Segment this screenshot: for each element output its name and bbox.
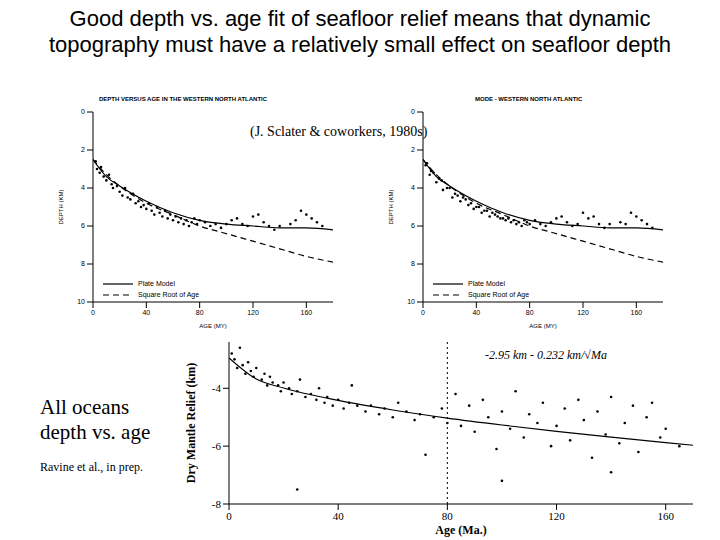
svg-text:6: 6: [411, 222, 415, 229]
svg-text:120: 120: [548, 510, 565, 522]
svg-text:Dry Mantle Relief (km): Dry Mantle Relief (km): [185, 363, 198, 483]
html-text:-2.95 km - 0.232 km/√Ma: -2.95 km - 0.232 km/√Ma: [485, 348, 607, 362]
html-text:MODE - WESTERN NORTH ATLANTIC: MODE - WESTERN NORTH ATLANTIC: [475, 96, 583, 102]
svg-text:80: 80: [526, 309, 534, 316]
svg-text:0: 0: [91, 309, 95, 316]
svg-text:120: 120: [247, 309, 259, 316]
svg-text:-6: -6: [212, 440, 222, 452]
svg-text:160: 160: [657, 510, 674, 522]
svg-text:160: 160: [300, 309, 312, 316]
html-text:Good depth vs. age fit of seaf: Good depth vs. age fit of seafloor relie…: [49, 6, 671, 57]
svg-text:AGE (MY): AGE (MY): [529, 323, 556, 329]
svg-text:-8: -8: [212, 498, 222, 510]
svg-text:80: 80: [196, 309, 204, 316]
html-text:DEPTH VERSUS AGE IN THE WESTER: DEPTH VERSUS AGE IN THE WESTERN NORTH AT…: [99, 96, 268, 102]
svg-text:40: 40: [142, 309, 150, 316]
svg-text:80: 80: [442, 510, 454, 522]
svg-text:8: 8: [411, 260, 415, 267]
html-text:(J. Sclater & coworkers, 1980s: (J. Sclater & coworkers, 1980s): [250, 124, 428, 139]
html-text:All oceans depth vs. age: All oceans depth vs. age: [40, 395, 151, 444]
svg-text:4: 4: [411, 184, 415, 191]
html-text:Square Root of Age: Square Root of Age: [468, 291, 530, 298]
svg-text:0: 0: [226, 510, 232, 522]
svg-text:120: 120: [577, 309, 589, 316]
html-text:Ravine et al., in prep.: Ravine et al., in prep.: [40, 460, 143, 474]
html-text:Plate Model: Plate Model: [468, 280, 505, 287]
svg-text:40: 40: [333, 510, 345, 522]
svg-text:Age (Ma.): Age (Ma.): [435, 523, 486, 537]
svg-text:8: 8: [81, 260, 85, 267]
svg-text:2: 2: [81, 146, 85, 153]
svg-text:40: 40: [472, 309, 480, 316]
svg-text:4: 4: [81, 184, 85, 191]
svg-text:160: 160: [630, 309, 642, 316]
svg-text:DEPTH (KM): DEPTH (KM): [58, 190, 64, 225]
svg-text:DEPTH (KM): DEPTH (KM): [388, 190, 394, 225]
svg-text:AGE (MY): AGE (MY): [199, 323, 226, 329]
svg-text:0: 0: [81, 108, 85, 115]
svg-text:0: 0: [411, 108, 415, 115]
svg-text:2: 2: [411, 146, 415, 153]
html-text:Plate Model: Plate Model: [138, 280, 175, 287]
html-text:Square Root of Age: Square Root of Age: [138, 291, 200, 298]
svg-text:10: 10: [77, 298, 85, 305]
svg-text:-4: -4: [212, 382, 222, 394]
svg-text:10: 10: [407, 298, 415, 305]
svg-text:6: 6: [81, 222, 85, 229]
svg-text:0: 0: [421, 309, 425, 316]
